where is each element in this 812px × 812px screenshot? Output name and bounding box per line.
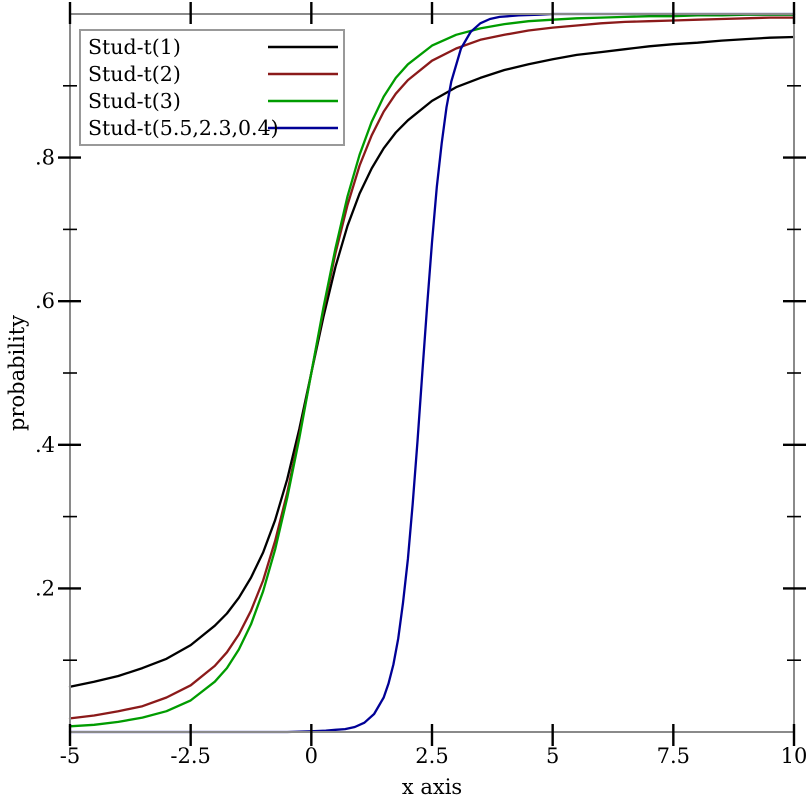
ticks-layer: -5 -2.5 0 2.5 5 7.5 10 .2 .4 .6 .8 bbox=[35, 2, 807, 768]
curve-stud-t-5-5-2-3-0-4 bbox=[68, 12, 796, 734]
curve-stud-t-3 bbox=[68, 13, 796, 728]
y-tick-label: .2 bbox=[35, 576, 55, 600]
curves-layer bbox=[68, 12, 796, 734]
x-tick-label: 0 bbox=[305, 744, 318, 768]
x-axis-title: x axis bbox=[402, 775, 462, 799]
x-tick-label: 5 bbox=[546, 744, 559, 768]
x-tick-label: -5 bbox=[60, 744, 80, 768]
legend-label: Stud-t(1) bbox=[88, 35, 181, 59]
x-tick-label: 7.5 bbox=[657, 744, 690, 768]
legend-label: Stud-t(3) bbox=[88, 89, 181, 113]
curve-stud-t-2 bbox=[68, 16, 796, 720]
y-tick-label: .6 bbox=[35, 289, 55, 313]
legend-box bbox=[79, 29, 345, 146]
legend-label: Stud-t(5.5,2.3,0.4) bbox=[88, 116, 279, 140]
x-tick-label: 2.5 bbox=[415, 744, 448, 768]
legend: Stud-t(1) Stud-t(2) Stud-t(3) Stud-t(5.5,2.… bbox=[79, 29, 345, 146]
legend-label: Stud-t(2) bbox=[88, 62, 181, 86]
x-tick-label: 10 bbox=[781, 744, 808, 768]
x-tick-label: -2.5 bbox=[170, 744, 211, 768]
y-axis-title: probability bbox=[5, 315, 29, 431]
y-tick-label: .4 bbox=[35, 433, 55, 457]
curve-stud-t-1 bbox=[68, 35, 796, 688]
y-tick-label: .8 bbox=[35, 146, 55, 170]
